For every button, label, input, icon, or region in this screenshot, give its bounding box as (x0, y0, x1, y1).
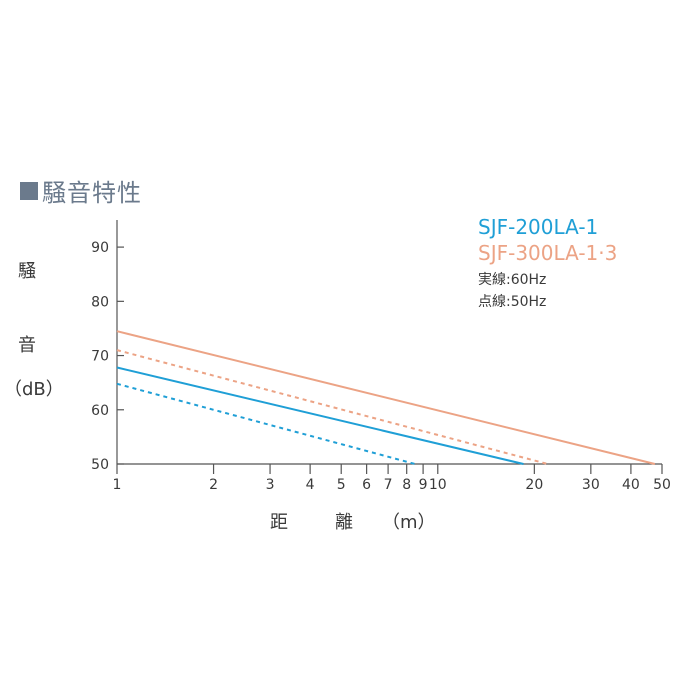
series-line-dashed (116, 382, 416, 465)
x-tick-label: 5 (337, 477, 346, 493)
legend-series-1: SJF-200LA-1 (478, 215, 599, 239)
x-tick-label: 2 (209, 477, 218, 493)
legend-series-2: SJF-300LA-1·3 (478, 241, 618, 265)
x-tick-label: 8 (402, 477, 411, 493)
y-label-unit: （dB） (4, 379, 64, 400)
x-tick-label: 7 (384, 477, 393, 493)
y-tick-label: 60 (91, 403, 109, 419)
x-label-unit: （m） (382, 512, 436, 533)
x-tick-label: 50 (653, 477, 671, 493)
series-line-solid (116, 330, 656, 465)
chart-heading: 騒音特性 (20, 173, 142, 208)
x-tick-label: 30 (582, 477, 600, 493)
x-label-char-2: 離 (335, 512, 353, 533)
x-tick-label: 10 (429, 477, 447, 493)
y-label-char-2: 音 (18, 335, 36, 356)
x-tick-label: 40 (622, 477, 640, 493)
legend: SJF-200LA-1 SJF-300LA-1·3 実線:60Hz 点線:50H… (478, 215, 617, 311)
legend-solid-note: 実線:60Hz (478, 272, 547, 288)
y-label-char-1: 騒 (18, 261, 36, 282)
heading-square-icon (20, 181, 38, 200)
series-line-solid (116, 366, 524, 465)
x-tick-label: 6 (362, 477, 371, 493)
legend-dashed-note: 点線:50Hz (478, 294, 547, 310)
y-tick-label: 50 (91, 457, 109, 473)
x-tick-label: 3 (266, 477, 275, 493)
x-tick-label: 1 (113, 477, 122, 493)
x-tick-label: 9 (419, 477, 428, 493)
x-tick-label: 4 (306, 477, 315, 493)
x-label-char-1: 距 (270, 512, 288, 533)
x-tick-label: 20 (525, 477, 543, 493)
heading-text: 騒音特性 (42, 179, 142, 207)
y-tick-label: 90 (91, 240, 109, 256)
y-tick-label: 80 (91, 294, 109, 310)
y-tick-label: 70 (91, 349, 109, 365)
series-line-dashed (116, 349, 548, 465)
